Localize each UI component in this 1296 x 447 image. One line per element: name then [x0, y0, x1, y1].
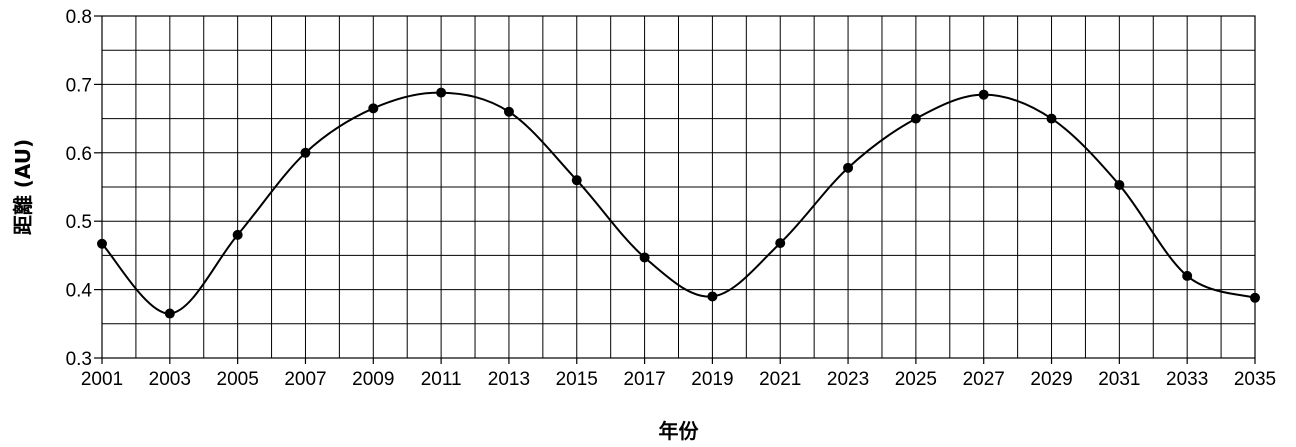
data-point	[571, 175, 582, 186]
data-point	[164, 308, 175, 319]
data-points	[97, 87, 1260, 319]
x-tick-label: 2011	[421, 369, 462, 390]
x-tick-label: 2035	[1234, 369, 1276, 390]
data-point	[97, 238, 107, 249]
data-point	[775, 238, 786, 249]
y-axis-title: 距離 (AU)	[11, 139, 35, 235]
y-tick-label: 0.3	[66, 349, 92, 370]
x-axis-ticks: 2001 2003 2005 2007 2009 2011 2013 2015 2017 2019…	[81, 358, 1276, 390]
x-tick-label: 2033	[1166, 369, 1208, 390]
data-point	[1046, 113, 1057, 124]
y-tick-label: 0.7	[66, 75, 92, 96]
data-point	[978, 89, 989, 100]
x-tick-label: 2007	[284, 369, 326, 390]
y-tick-label: 0.5	[66, 212, 92, 233]
x-tick-label: 2013	[488, 369, 530, 390]
x-axis-title: 年份	[659, 419, 700, 443]
data-point	[639, 252, 650, 263]
grid	[101, 15, 1256, 359]
data-point	[843, 162, 854, 173]
x-tick-label: 2023	[827, 369, 869, 390]
plot-frame	[101, 15, 1256, 359]
x-tick-label: 2005	[217, 369, 259, 390]
data-point	[368, 103, 379, 114]
x-tick-label: 2031	[1098, 369, 1140, 390]
data-point	[232, 229, 243, 240]
x-tick-label: 2019	[691, 369, 733, 390]
x-tick-label: 2029	[1030, 369, 1072, 390]
data-point	[707, 291, 718, 302]
x-tick-label: 2017	[623, 369, 665, 390]
data-point	[503, 106, 514, 117]
x-tick-label: 2025	[895, 369, 937, 390]
y-tick-label: 0.6	[66, 144, 92, 165]
x-tick-label: 2009	[352, 369, 394, 390]
x-tick-label: 2003	[149, 369, 191, 390]
y-tick-label: 0.8	[66, 7, 92, 28]
data-point	[1182, 270, 1193, 281]
x-tick-label: 2027	[963, 369, 1005, 390]
y-axis-ticks: 0.3 0.4 0.5 0.6 0.7 0.8	[66, 7, 102, 370]
data-point	[436, 87, 447, 98]
data-point	[1114, 179, 1125, 190]
data-point	[300, 147, 311, 158]
y-tick-label: 0.4	[66, 281, 93, 302]
x-tick-label: 2015	[556, 369, 598, 390]
x-tick-label: 2001	[81, 369, 123, 390]
x-tick-label: 2021	[759, 369, 801, 390]
data-point	[910, 113, 921, 124]
data-point	[1250, 292, 1260, 303]
series-line	[101, 91, 1256, 315]
